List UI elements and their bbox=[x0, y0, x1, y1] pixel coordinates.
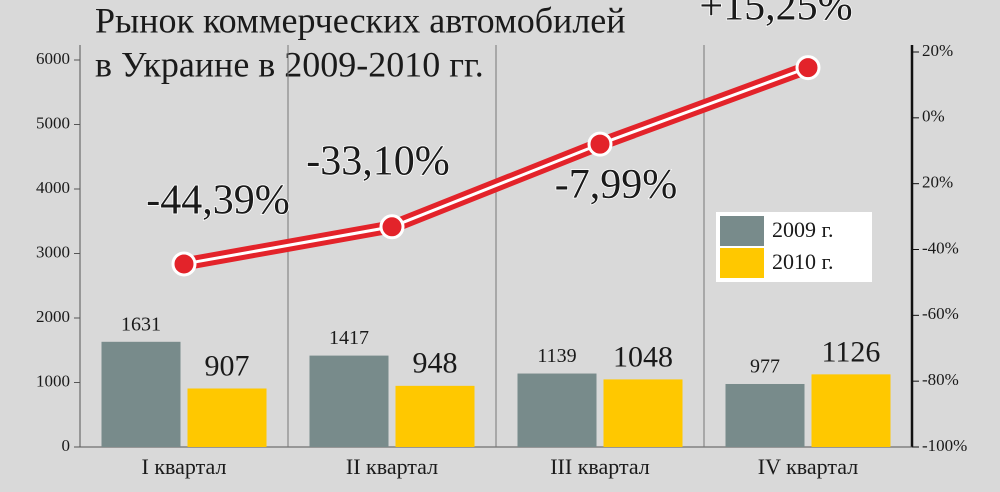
bar bbox=[309, 355, 389, 447]
line-point bbox=[587, 131, 613, 157]
bar-value-label: 1048 bbox=[613, 340, 673, 373]
x-tick-label: I квартал bbox=[142, 454, 227, 479]
bar bbox=[517, 373, 597, 447]
y2-tick-label: -80% bbox=[922, 370, 959, 389]
line-point bbox=[379, 214, 405, 240]
line-value-label: -7,99% bbox=[555, 162, 677, 208]
y2-tick-label: -100% bbox=[922, 436, 967, 455]
y2-tick-label: -40% bbox=[922, 238, 959, 257]
line-point bbox=[171, 251, 197, 277]
bar-value-label: 1417 bbox=[329, 327, 369, 349]
y-tick-label: 6000 bbox=[36, 49, 70, 68]
y2-tick-label: 0% bbox=[922, 107, 945, 126]
y2-tick-label: 20% bbox=[922, 41, 953, 60]
bar bbox=[811, 374, 891, 447]
x-tick-label: III квартал bbox=[550, 454, 650, 479]
bar bbox=[101, 341, 181, 447]
y-tick-label: 3000 bbox=[36, 242, 70, 261]
bar bbox=[395, 385, 475, 447]
y2-tick-label: -60% bbox=[922, 304, 959, 323]
line-value-label: +15,25% bbox=[699, 0, 852, 29]
bar bbox=[725, 383, 805, 447]
bar-value-label: 1631 bbox=[121, 313, 161, 335]
bar-value-label: 1126 bbox=[822, 335, 881, 368]
bar bbox=[187, 388, 267, 447]
y-tick-label: 2000 bbox=[36, 307, 70, 326]
chart-title: в Украине в 2009-2010 гг. bbox=[95, 44, 484, 84]
y-tick-label: 1000 bbox=[36, 371, 70, 390]
y-tick-label: 0 bbox=[62, 436, 71, 455]
y-tick-label: 5000 bbox=[36, 113, 70, 132]
legend-label: 2010 г. bbox=[772, 249, 834, 274]
bar-value-label: 907 bbox=[205, 349, 250, 382]
chart-title: Рынок коммерческих автомобилей bbox=[95, 0, 626, 40]
bar-value-label: 977 bbox=[750, 356, 780, 378]
line-highlight bbox=[183, 66, 809, 266]
line-value-label: -44,39% bbox=[146, 178, 289, 224]
y-tick-label: 4000 bbox=[36, 178, 70, 197]
bar-value-label: 948 bbox=[413, 347, 458, 380]
bar bbox=[603, 379, 683, 447]
legend-swatch bbox=[720, 216, 764, 246]
y2-tick-label: 20% bbox=[922, 173, 953, 192]
x-tick-label: IV квартал bbox=[758, 454, 858, 479]
line-point bbox=[795, 55, 821, 81]
x-tick-label: II квартал bbox=[346, 454, 438, 479]
legend-label: 2009 г. bbox=[772, 217, 834, 242]
legend-swatch bbox=[720, 248, 764, 278]
line-value-label: -33,10% bbox=[306, 138, 449, 184]
bar-value-label: 1139 bbox=[537, 345, 576, 367]
